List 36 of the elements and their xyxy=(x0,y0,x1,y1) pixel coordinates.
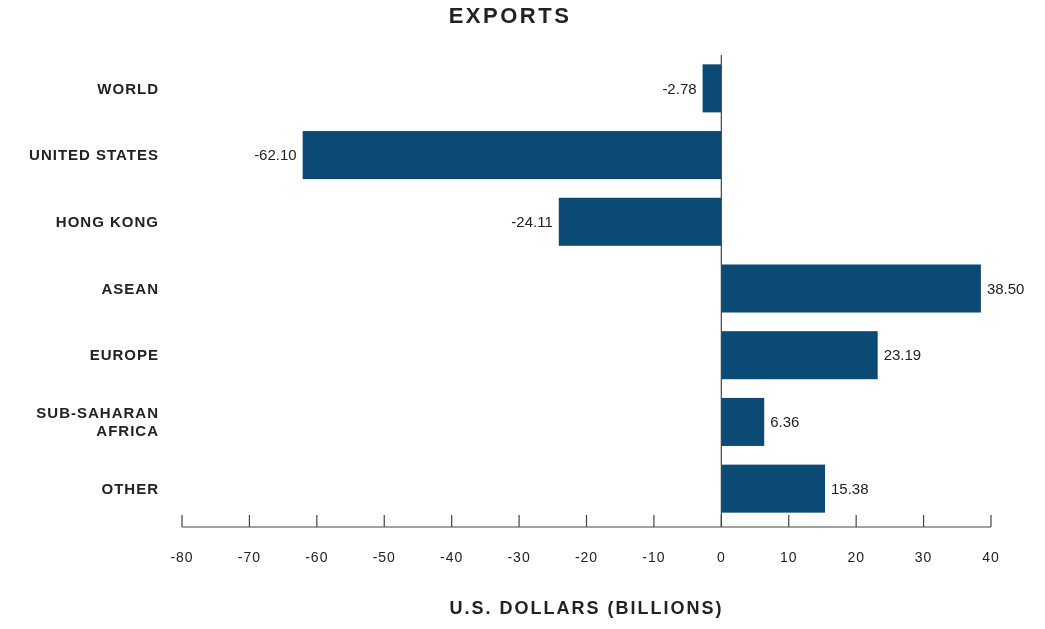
data-label: -2.78 xyxy=(662,79,697,97)
bar xyxy=(721,264,981,313)
x-tick-label: -50 xyxy=(372,548,396,565)
x-tick-label: -60 xyxy=(305,548,329,565)
chart-title: EXPORTS xyxy=(448,2,572,28)
x-tick-label: 0 xyxy=(716,548,726,565)
y-tick-label: OTHER xyxy=(101,479,159,497)
data-label: 6.36 xyxy=(770,413,800,431)
data-label: -24.11 xyxy=(511,213,553,231)
bar xyxy=(302,131,722,180)
x-tick-label: 40 xyxy=(982,548,1000,565)
bar xyxy=(558,197,722,246)
x-tick-label: -40 xyxy=(440,548,464,565)
y-tick-label: ASEAN xyxy=(101,279,159,297)
x-tick-label: 20 xyxy=(847,548,865,565)
y-tick-label: HONG KONG xyxy=(55,213,159,231)
bar xyxy=(721,331,878,380)
x-tick-label: 10 xyxy=(779,548,798,565)
x-tick-label: 30 xyxy=(914,548,933,565)
bar xyxy=(702,64,722,113)
data-label: 15.38 xyxy=(831,479,869,497)
bar xyxy=(721,464,826,513)
bar xyxy=(721,397,765,446)
data-label: 38.50 xyxy=(986,279,1025,297)
y-tick-label: UNITED STATES xyxy=(29,146,159,164)
x-tick-label: -70 xyxy=(237,548,262,565)
x-axis-title: U.S. DOLLARS (BILLIONS) xyxy=(449,598,724,619)
x-tick-label: -20 xyxy=(574,548,599,565)
y-tick-label: SUB-SAHARAN AFRICA xyxy=(36,404,159,440)
data-label: -62.10 xyxy=(254,146,297,164)
x-tick-label: -10 xyxy=(642,548,666,565)
y-tick-label: WORLD xyxy=(97,79,159,97)
y-tick-label: EUROPE xyxy=(89,346,159,364)
x-tick-label: -80 xyxy=(170,548,194,565)
data-label: 23.19 xyxy=(883,346,922,364)
x-tick-label: -30 xyxy=(507,548,531,565)
